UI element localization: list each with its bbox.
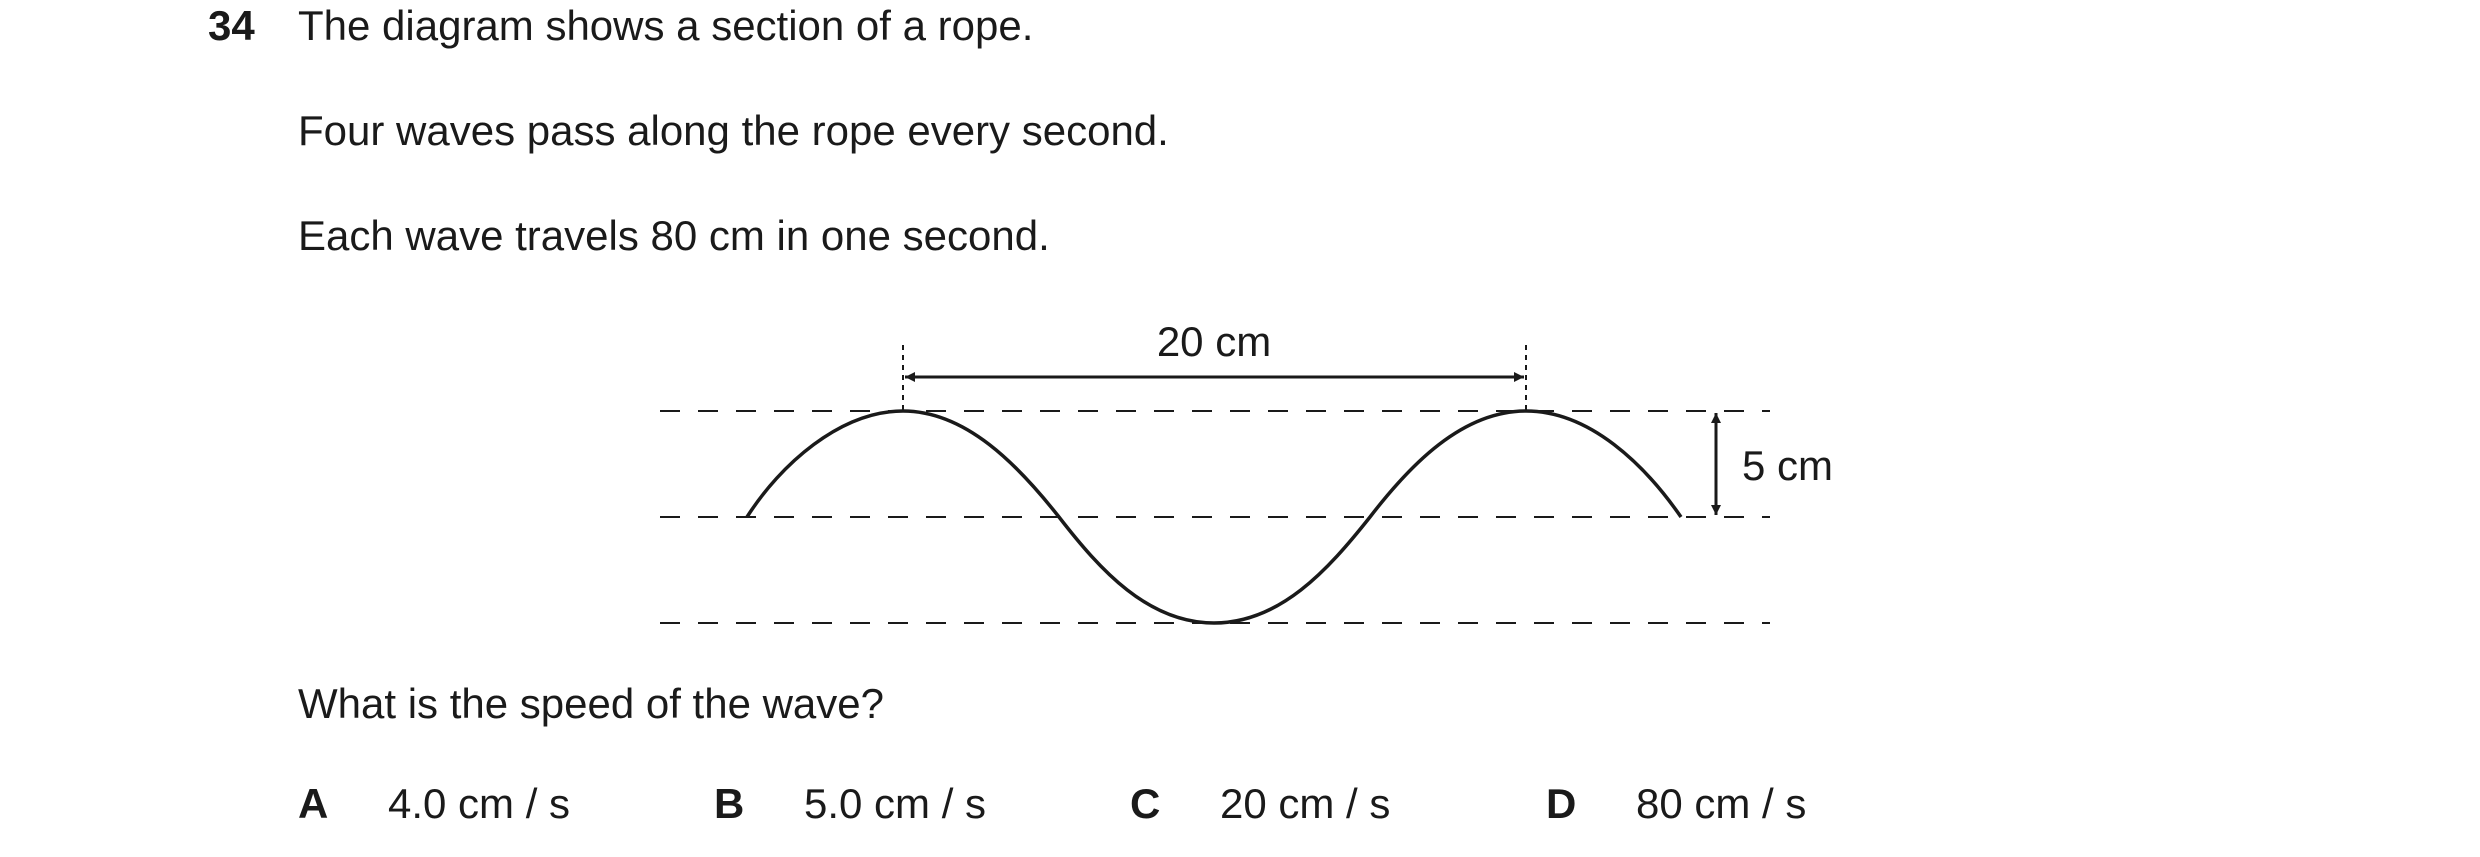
option-c-letter: C [1130, 780, 1161, 827]
question-prompt: What is the speed of the wave? [298, 680, 885, 727]
question-line-2: Four waves pass along the rope every sec… [298, 107, 1169, 154]
option-d-value: 80 cm / s [1636, 780, 1807, 827]
option-c-value: 20 cm / s [1220, 780, 1391, 827]
option-a-letter: A [298, 780, 329, 827]
option-b-letter: B [714, 780, 745, 827]
question-line-3: Each wave travels 80 cm in one second. [298, 212, 1050, 259]
rope-wave-curve [745, 409, 1683, 625]
question-line-1: The diagram shows a section of a rope. [298, 2, 1034, 49]
amplitude-label: 5 cm [1742, 442, 1833, 489]
question-number: 34 [208, 2, 255, 49]
option-b-value: 5.0 cm / s [804, 780, 987, 827]
option-d-letter: D [1546, 780, 1577, 827]
option-a-value: 4.0 cm / s [388, 780, 571, 827]
wavelength-label: 20 cm [1157, 318, 1271, 365]
